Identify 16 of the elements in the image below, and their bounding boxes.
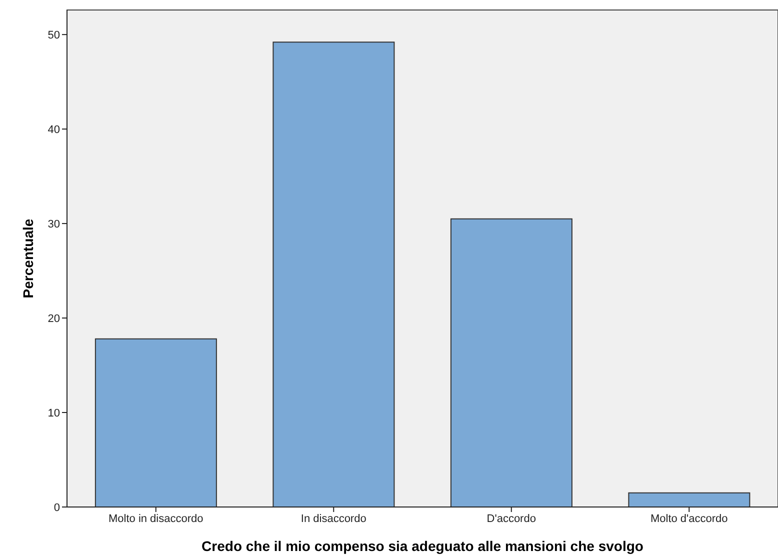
y-tick-label: 50	[48, 29, 60, 42]
y-tick-label: 20	[48, 312, 60, 325]
x-tick-label: D'accordo	[486, 512, 536, 525]
x-tick-label: Molto in disaccordo	[108, 512, 204, 525]
x-tick-label: In disaccordo	[300, 512, 366, 525]
bar	[450, 218, 572, 507]
y-tick-label: 0	[54, 502, 60, 514]
y-tick-label: 40	[48, 124, 60, 136]
y-tick-label: 30	[48, 218, 60, 230]
y-tick-label: 10	[48, 407, 60, 420]
y-axis-title: Percentuale	[20, 218, 36, 298]
bar	[272, 42, 395, 507]
x-axis-title: Credo che il mio compenso sia adeguato alle mansioni che svolgo	[202, 538, 644, 554]
x-tick-label: Molto d'accordo	[650, 512, 728, 525]
bar	[628, 492, 750, 507]
bar	[94, 338, 217, 507]
